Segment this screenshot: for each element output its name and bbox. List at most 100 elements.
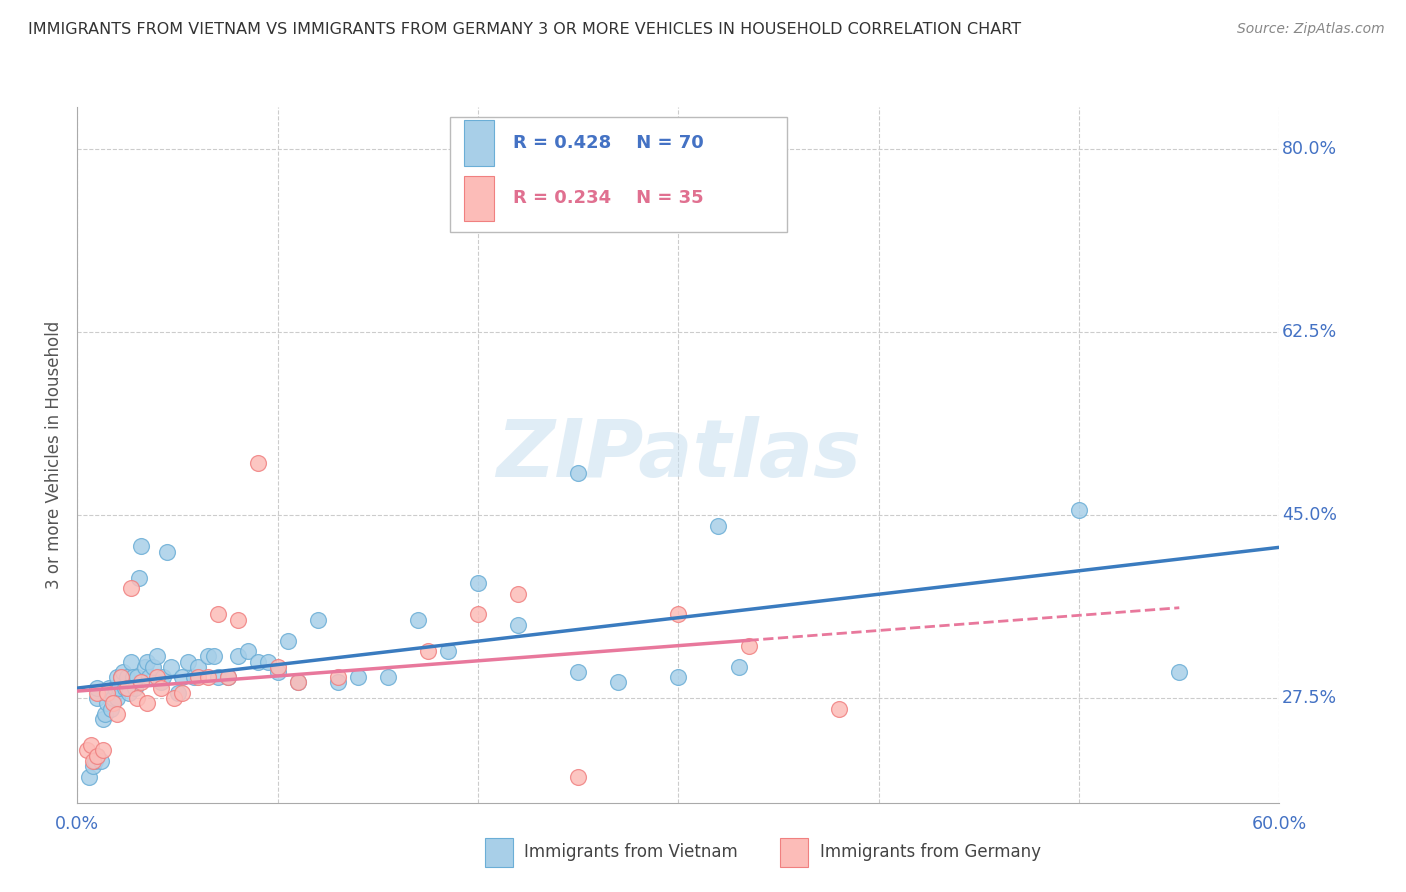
- Point: [96, 686, 118, 700]
- Point: [707, 518, 730, 533]
- Text: Immigrants from Vietnam: Immigrants from Vietnam: [524, 843, 738, 862]
- Point: [176, 655, 198, 669]
- Text: Immigrants from Germany: Immigrants from Germany: [820, 843, 1040, 862]
- Point: [110, 670, 132, 684]
- Point: [146, 670, 169, 684]
- Point: [118, 686, 141, 700]
- Point: [120, 655, 142, 669]
- Point: [186, 660, 209, 674]
- Text: IMMIGRANTS FROM VIETNAM VS IMMIGRANTS FROM GERMANY 3 OR MORE VEHICLES IN HOUSEHO: IMMIGRANTS FROM VIETNAM VS IMMIGRANTS FR…: [28, 22, 1021, 37]
- Point: [567, 770, 589, 784]
- Point: [508, 618, 530, 632]
- Point: [84, 754, 107, 768]
- Point: [107, 691, 129, 706]
- Text: 45.0%: 45.0%: [1282, 506, 1337, 524]
- Point: [467, 576, 489, 591]
- Point: [86, 748, 108, 763]
- Point: [207, 607, 229, 622]
- Point: [828, 701, 851, 715]
- Text: R = 0.234    N = 35: R = 0.234 N = 35: [513, 189, 703, 207]
- Point: [217, 670, 239, 684]
- Point: [79, 770, 101, 784]
- Point: [96, 686, 118, 700]
- Point: [110, 670, 132, 684]
- Point: [607, 675, 630, 690]
- Point: [80, 738, 103, 752]
- Point: [86, 681, 108, 695]
- Point: [437, 644, 460, 658]
- Point: [207, 670, 229, 684]
- Text: 27.5%: 27.5%: [1282, 690, 1337, 707]
- Point: [96, 697, 118, 711]
- Point: [326, 675, 349, 690]
- Point: [86, 691, 108, 706]
- Point: [104, 681, 127, 695]
- Point: [93, 712, 115, 726]
- Point: [117, 681, 139, 695]
- Point: [183, 670, 205, 684]
- Point: [170, 686, 193, 700]
- Point: [131, 675, 153, 690]
- Point: [186, 670, 209, 684]
- Point: [150, 675, 173, 690]
- Point: [98, 681, 121, 695]
- Point: [197, 670, 219, 684]
- Point: [217, 670, 239, 684]
- Point: [508, 586, 530, 600]
- FancyBboxPatch shape: [450, 118, 786, 232]
- Point: [166, 686, 188, 700]
- Text: 60.0%: 60.0%: [1251, 815, 1308, 833]
- Point: [287, 675, 309, 690]
- Point: [86, 686, 108, 700]
- Point: [138, 670, 160, 684]
- Point: [103, 691, 125, 706]
- Point: [406, 613, 429, 627]
- Point: [162, 691, 184, 706]
- Point: [107, 706, 129, 721]
- Point: [567, 665, 589, 679]
- Point: [82, 759, 104, 773]
- Point: [103, 697, 125, 711]
- Point: [127, 691, 149, 706]
- Point: [150, 681, 173, 695]
- Point: [287, 675, 309, 690]
- Point: [267, 665, 290, 679]
- Point: [277, 633, 299, 648]
- Point: [108, 681, 131, 695]
- Point: [131, 540, 153, 554]
- Bar: [464, 120, 495, 166]
- Bar: [464, 176, 495, 221]
- Point: [727, 660, 749, 674]
- Point: [377, 670, 399, 684]
- Point: [668, 607, 690, 622]
- Point: [122, 670, 145, 684]
- Point: [152, 670, 174, 684]
- Point: [120, 582, 142, 596]
- Y-axis label: 3 or more Vehicles in Household: 3 or more Vehicles in Household: [45, 321, 63, 589]
- Point: [567, 467, 589, 481]
- Point: [127, 670, 149, 684]
- Point: [326, 670, 349, 684]
- Text: ZIPatlas: ZIPatlas: [496, 416, 860, 494]
- Point: [467, 607, 489, 622]
- Point: [76, 743, 98, 757]
- Point: [134, 660, 156, 674]
- Text: Source: ZipAtlas.com: Source: ZipAtlas.com: [1237, 22, 1385, 37]
- Point: [416, 644, 439, 658]
- Point: [1069, 503, 1091, 517]
- Point: [170, 670, 193, 684]
- Point: [124, 681, 146, 695]
- Point: [82, 754, 104, 768]
- Point: [668, 670, 690, 684]
- Point: [307, 613, 329, 627]
- Point: [94, 706, 117, 721]
- Point: [226, 613, 249, 627]
- Point: [136, 697, 159, 711]
- Point: [114, 681, 136, 695]
- Point: [160, 660, 183, 674]
- Point: [236, 644, 259, 658]
- Point: [146, 649, 169, 664]
- Point: [117, 670, 139, 684]
- Point: [156, 544, 179, 558]
- Point: [256, 655, 278, 669]
